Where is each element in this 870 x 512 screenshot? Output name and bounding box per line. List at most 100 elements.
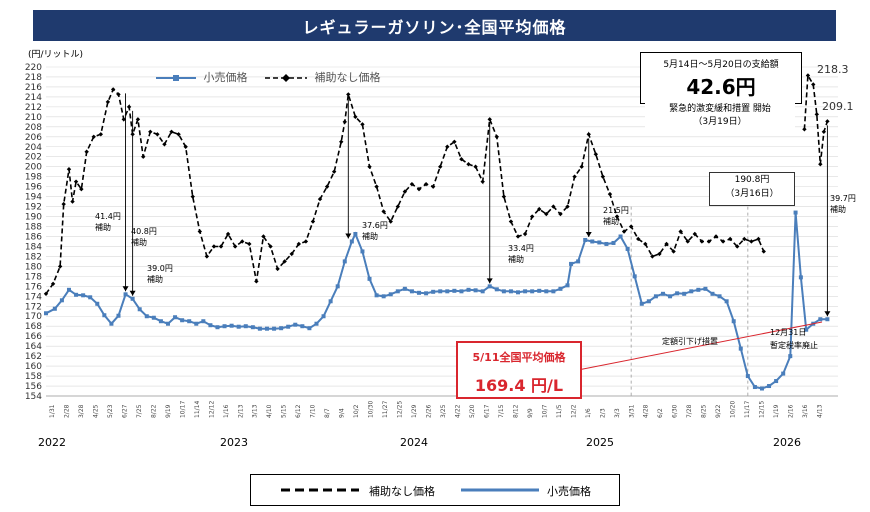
data-point <box>395 289 400 294</box>
data-point <box>727 236 733 242</box>
data-point <box>374 184 379 189</box>
data-point <box>116 92 121 97</box>
x-tick-label: 2/26 <box>426 404 433 418</box>
data-point <box>317 196 323 202</box>
x-tick-label: 3/3 <box>614 408 621 418</box>
y-tick-label: 170 <box>25 312 42 322</box>
x-tick-label: 1/29 <box>411 404 418 418</box>
x-tick-label: 10/2 <box>353 404 360 418</box>
data-point <box>614 214 620 219</box>
data-point <box>91 134 96 139</box>
x-tick-label: 12/15 <box>759 401 766 418</box>
y-tick-label: 184 <box>25 242 42 252</box>
data-point <box>452 288 457 293</box>
data-point <box>204 254 210 259</box>
arrow-head <box>824 311 831 317</box>
y-tick-label: 212 <box>25 103 42 113</box>
y-tick-label: 196 <box>25 183 42 193</box>
data-point <box>44 311 48 316</box>
data-point <box>84 149 89 154</box>
x-tick-label: 2/28 <box>63 404 70 418</box>
data-point <box>282 259 287 264</box>
data-point <box>724 299 729 304</box>
data-point <box>749 239 754 244</box>
data-point <box>586 132 591 137</box>
data-point <box>424 291 429 296</box>
x-tick-label: 3/31 <box>628 404 635 418</box>
data-point <box>671 249 676 254</box>
data-point <box>811 82 816 87</box>
x-tick-label: 10/20 <box>730 401 737 418</box>
data-point <box>607 191 613 197</box>
data-point <box>579 164 584 169</box>
data-point <box>731 319 736 324</box>
data-point <box>452 139 457 144</box>
data-point <box>109 321 114 326</box>
annotation-4: 37.6円 補助 <box>362 221 388 241</box>
data-point <box>805 73 811 78</box>
y-tick-label: 194 <box>25 193 42 203</box>
x-tick-label: 7/15 <box>498 404 505 418</box>
data-point <box>445 289 450 294</box>
annotation-5: 33.4円 補助 <box>508 244 534 264</box>
data-point <box>416 186 422 192</box>
data-point <box>473 288 478 293</box>
peak-price-box: 190.8円 （3月16日） <box>709 172 795 206</box>
data-point <box>611 240 616 245</box>
year-label-2024: 2024 <box>400 436 428 449</box>
data-point <box>158 319 163 324</box>
x-tick-label: 6/2 <box>657 408 664 418</box>
data-point <box>73 179 79 184</box>
data-point <box>331 169 337 174</box>
x-tick-label: 7/10 <box>310 404 317 418</box>
y-tick-label: 204 <box>25 143 42 153</box>
x-tick-label: 8/25 <box>701 404 708 418</box>
data-point <box>459 289 464 294</box>
data-point <box>409 181 415 187</box>
y-axis-unit: (円/リットル) <box>28 50 84 60</box>
data-point <box>310 219 316 224</box>
x-tick-label: 9/9 <box>527 408 534 418</box>
data-point <box>696 287 701 292</box>
data-point <box>430 184 436 189</box>
y-tick-label: 154 <box>25 392 42 402</box>
x-tick-label: 12/25 <box>397 401 404 418</box>
year-label-2023: 2023 <box>220 436 248 449</box>
x-tick-label: 1/16 <box>223 404 230 418</box>
y-tick-label: 192 <box>25 203 42 213</box>
data-point <box>211 244 217 249</box>
data-point <box>710 291 715 296</box>
data-point <box>232 244 238 249</box>
x-tick-label: 11/5 <box>556 404 563 418</box>
year-label-2026: 2026 <box>773 436 801 449</box>
annotation-2: 40.8円 補助 <box>131 227 157 247</box>
data-point <box>293 322 298 327</box>
x-tick-label: 4/13 <box>817 404 824 418</box>
data-point <box>798 275 803 280</box>
peak-price-value: 190.8円 <box>734 175 770 185</box>
data-point <box>201 319 206 324</box>
data-point <box>243 324 248 329</box>
x-tick-label: 10/7 <box>541 404 548 418</box>
data-point <box>261 234 266 239</box>
data-point <box>466 162 471 167</box>
data-point <box>388 292 393 297</box>
x-tick-label: 9/19 <box>165 404 172 418</box>
data-point <box>804 327 809 332</box>
y-tick-label: 188 <box>25 223 42 233</box>
y-tick-label: 206 <box>25 133 42 143</box>
data-point <box>402 189 408 194</box>
data-point <box>523 289 528 294</box>
data-point <box>324 184 330 189</box>
y-tick-label: 198 <box>25 173 42 183</box>
y-tick-label: 200 <box>25 163 42 173</box>
x-tick-label: 4/10 <box>266 404 273 418</box>
data-point <box>222 324 227 329</box>
x-tick-label: 5/15 <box>281 404 288 418</box>
data-point <box>699 239 705 244</box>
data-point <box>268 244 273 249</box>
x-tick-label: 10/17 <box>179 401 186 418</box>
data-point <box>781 371 786 376</box>
data-point <box>530 289 535 294</box>
